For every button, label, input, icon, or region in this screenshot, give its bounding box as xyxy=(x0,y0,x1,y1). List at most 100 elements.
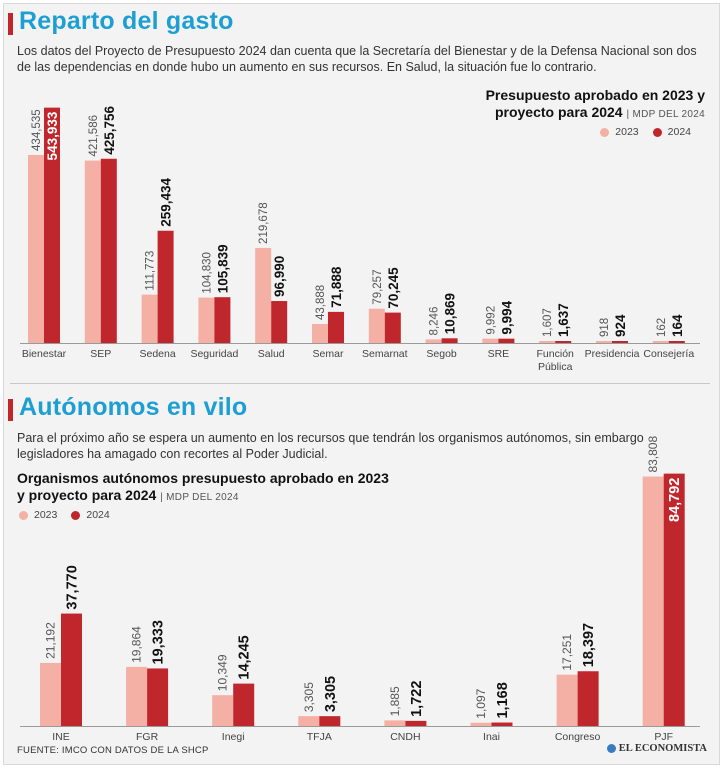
value-label-2024: 1,637 xyxy=(556,303,571,337)
bar-2024 xyxy=(663,473,685,726)
value-label-2024: 18,397 xyxy=(581,623,597,667)
value-label-2023: 1,885 xyxy=(388,686,402,716)
value-label-2024: 105,839 xyxy=(215,244,230,293)
bar-2024 xyxy=(319,716,341,726)
value-label-2024: 425,756 xyxy=(102,105,117,154)
bar-2024 xyxy=(61,613,82,726)
bar-2024 xyxy=(271,301,288,343)
section1-title: Reparto del gasto xyxy=(19,7,234,35)
value-label-2023: 104,830 xyxy=(201,252,213,294)
category-label: Semarnat xyxy=(362,348,408,360)
value-label-2023: 918 xyxy=(599,318,611,337)
category-label: Consejería xyxy=(643,348,694,360)
bar-2023 xyxy=(255,247,272,343)
bar-2024 xyxy=(612,341,628,343)
bar-2024 xyxy=(44,107,60,343)
brand-name: EL ECONOMISTA xyxy=(618,743,707,754)
bar-2024 xyxy=(100,158,117,343)
bar-2023 xyxy=(84,160,101,343)
bar-2023 xyxy=(28,154,44,343)
value-label-2024: 37,770 xyxy=(65,565,81,609)
bar-2024 xyxy=(405,720,427,726)
chart2-legend: 2023 2024 xyxy=(19,509,110,521)
chart1-title-line1: Presupuesto aprobado en 2023 y xyxy=(485,87,705,103)
brand-logo: EL ECONOMISTA xyxy=(606,743,707,754)
value-label-2023: 21,192 xyxy=(44,622,58,659)
category-label: CNDH xyxy=(390,731,420,743)
category-label: Semar xyxy=(313,348,344,360)
value-label-2024: 96,990 xyxy=(272,256,287,297)
legend2-2023-swatch xyxy=(19,510,28,520)
bar-2023 xyxy=(556,674,578,726)
chart1-unit: | MDP DEL 2024 xyxy=(626,109,705,120)
bar-2024 xyxy=(384,312,401,343)
bar-2024 xyxy=(491,722,513,726)
value-label-2024: 164 xyxy=(670,314,685,337)
legend2-2024-label: 2024 xyxy=(86,509,110,521)
bar-2024 xyxy=(498,338,515,343)
section2-title: Autónomos en vilo xyxy=(19,393,248,421)
bar-2024 xyxy=(668,341,685,343)
section2-accent xyxy=(8,399,13,421)
value-label-2023: 3,305 xyxy=(302,682,316,712)
value-label-2024: 70,245 xyxy=(386,267,401,309)
value-label-2023: 219,678 xyxy=(258,202,270,244)
value-label-2024: 84,792 xyxy=(667,478,683,522)
value-label-2023: 434,535 xyxy=(31,109,43,151)
category-label: Presidencia xyxy=(585,348,640,360)
value-label-2023: 17,251 xyxy=(560,634,574,671)
bar-2024 xyxy=(233,683,255,726)
value-label-2023: 83,808 xyxy=(646,436,660,473)
category-label: Función xyxy=(537,348,575,360)
value-label-2023: 9,992 xyxy=(485,306,497,335)
bar-2023 xyxy=(642,476,664,726)
value-label-2023: 8,246 xyxy=(429,307,441,336)
bar-2024 xyxy=(441,338,458,343)
value-label-2024: 14,245 xyxy=(237,635,253,679)
section1-intro: Los datos del Proyecto de Presupuesto 20… xyxy=(17,44,697,74)
chart1-legend: 2023 2024 xyxy=(600,126,691,138)
value-label-2023: 1,097 xyxy=(474,688,488,718)
value-label-2023: 43,888 xyxy=(315,285,327,320)
value-label-2024: 10,869 xyxy=(443,293,458,334)
chart1-title-line2: proyecto para 2024 xyxy=(494,104,623,120)
value-label-2023: 19,864 xyxy=(130,626,144,663)
chart1-title: Presupuesto aprobado en 2023 y proyecto … xyxy=(486,87,705,123)
bar-2023 xyxy=(539,341,556,343)
bar-2023 xyxy=(384,720,406,726)
chart2-title-line2: y proyecto para 2024 xyxy=(17,487,157,503)
bar-2023 xyxy=(368,308,385,343)
brand-icon xyxy=(606,744,616,753)
value-label-2024: 1,722 xyxy=(409,681,425,717)
bar-2023 xyxy=(126,666,148,726)
category-label: Sedena xyxy=(139,348,175,360)
category-label: SRE xyxy=(488,348,510,360)
category-label: FGR xyxy=(136,731,159,743)
source-note: FUENTE: IMCO CON DATOS DE LA SHCP xyxy=(17,745,209,756)
bar-2023 xyxy=(198,297,215,343)
value-label-2023: 162 xyxy=(656,318,668,337)
chart2-title: Organismos autónomos presupuesto aprobad… xyxy=(17,470,389,506)
value-label-2024: 9,994 xyxy=(499,300,514,334)
value-label-2024: 71,888 xyxy=(329,266,344,308)
category-label: Salud xyxy=(258,348,285,360)
legend-2023-label: 2023 xyxy=(615,126,639,138)
category-label: Inai xyxy=(483,731,500,743)
value-label-2024: 924 xyxy=(613,314,628,337)
bar-2023 xyxy=(298,716,320,726)
bar-2023 xyxy=(425,339,442,343)
category-label: Pública xyxy=(538,361,573,373)
category-label: Inegi xyxy=(222,731,245,743)
bar-2024 xyxy=(214,297,231,343)
value-label-2023: 421,586 xyxy=(88,115,100,157)
bar-2023 xyxy=(141,294,158,343)
category-label: TFJA xyxy=(307,731,332,743)
section1-accent xyxy=(8,13,13,35)
legend2-2024-swatch xyxy=(71,510,81,520)
bar-2024 xyxy=(157,230,174,343)
value-label-2024: 543,933 xyxy=(45,111,60,160)
value-label-2024: 19,333 xyxy=(151,620,167,664)
bar-2023 xyxy=(312,324,328,343)
section-divider xyxy=(10,383,710,384)
value-label-2023: 1,607 xyxy=(542,308,554,337)
